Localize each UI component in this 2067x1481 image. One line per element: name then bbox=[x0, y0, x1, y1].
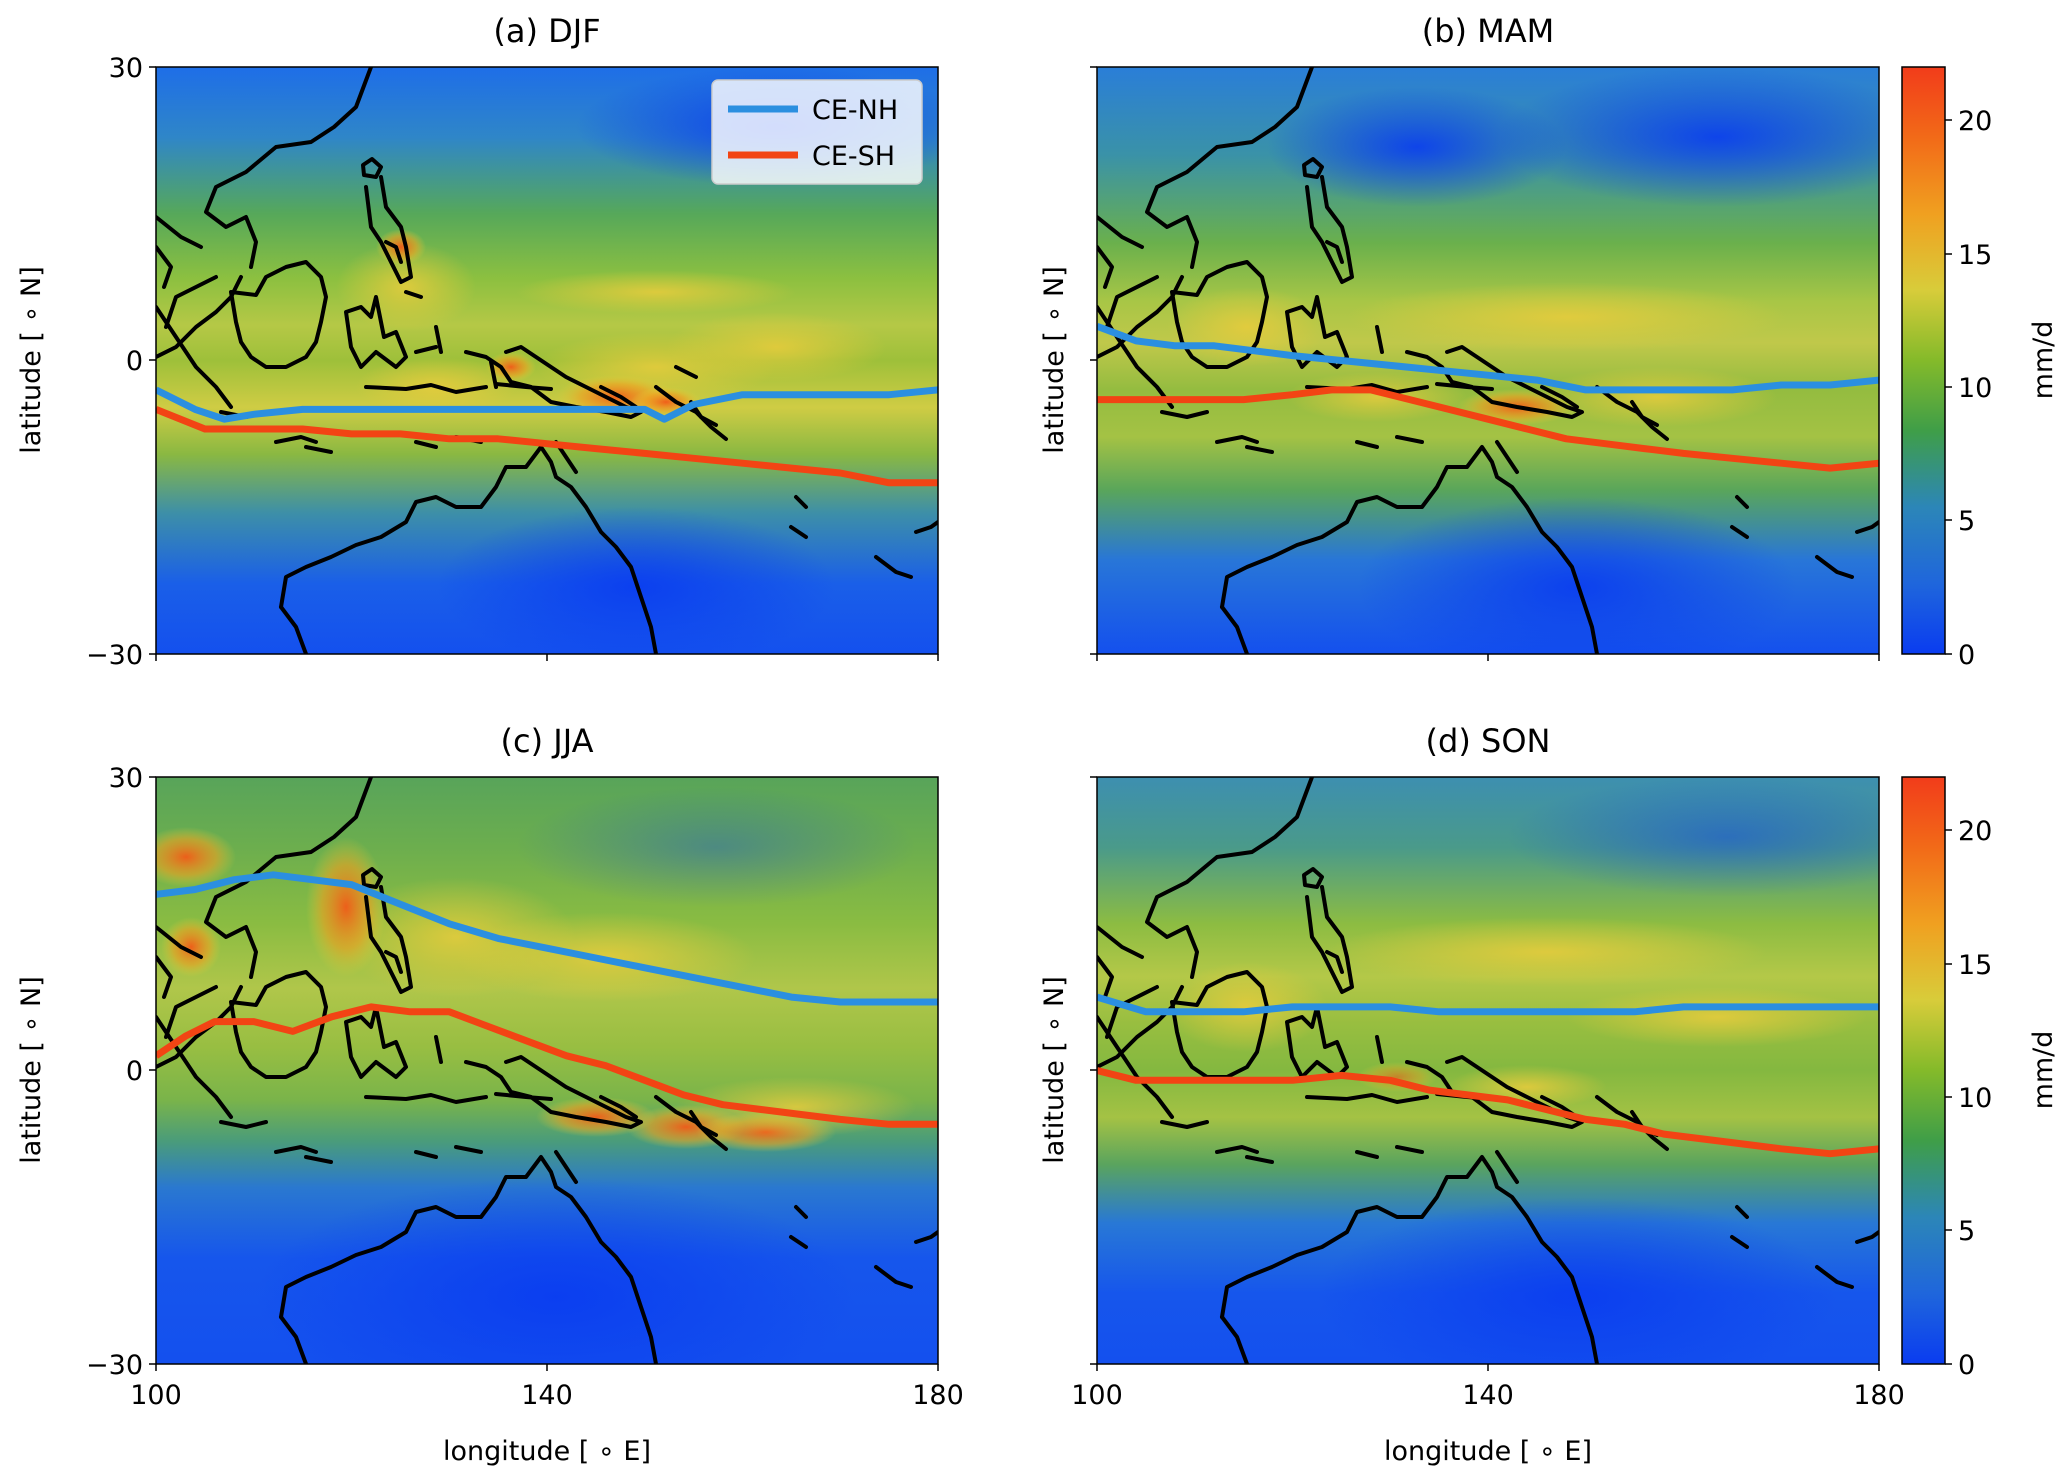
colorbar-tick-label: 15 bbox=[1958, 950, 1992, 981]
panel-title-c: (c) JJA bbox=[501, 722, 594, 760]
y-tick-label: 30 bbox=[109, 53, 143, 84]
y-axis-label: latitude [ ∘ N] bbox=[1039, 976, 1070, 1164]
coastlines-b bbox=[1097, 67, 1879, 654]
colorbar-tick-label: 10 bbox=[1958, 373, 1992, 404]
colorbar-label: mm/d bbox=[2028, 321, 2059, 400]
coastlines-c bbox=[156, 777, 938, 1364]
x-tick-label: 100 bbox=[130, 1380, 182, 1411]
colorbar-top: 0 5 10 15 20 mm/d bbox=[1901, 66, 2059, 671]
colorbar-ramp bbox=[1901, 776, 1946, 1365]
colorbar-bottom: 0 5 10 15 20 mm/d bbox=[1901, 776, 2059, 1381]
y-axis-label: latitude [ ∘ N] bbox=[16, 266, 47, 454]
colorbar-tick-label: 0 bbox=[1958, 1350, 1975, 1381]
colorbar-label: mm/d bbox=[2028, 1031, 2059, 1110]
x-tick-label: 140 bbox=[1462, 1380, 1514, 1411]
map-c bbox=[156, 777, 938, 1364]
x-tick-label: 100 bbox=[1071, 1380, 1123, 1411]
ce-lines-d bbox=[1097, 993, 1879, 1158]
ce-sh-line bbox=[1097, 386, 1879, 472]
y-tick-label: 0 bbox=[126, 1056, 143, 1087]
ce-nh-line bbox=[156, 386, 938, 423]
panel-title-d: (d) SON bbox=[1426, 722, 1551, 760]
ce-lines-c bbox=[156, 871, 938, 1128]
ce-lines-b bbox=[1097, 323, 1879, 472]
colorbar-tick-label: 10 bbox=[1958, 1083, 1992, 1114]
y-axis-label: latitude [ ∘ N] bbox=[1039, 266, 1070, 454]
y-axis-label: latitude [ ∘ N] bbox=[16, 976, 47, 1164]
panel-a: (a) DJF bbox=[16, 12, 939, 671]
ce-lines-a bbox=[156, 386, 938, 487]
ce-sh-line bbox=[1097, 1067, 1879, 1158]
x-axis-d: 100 140 180 longitude [ ∘ E] bbox=[1071, 1364, 1905, 1467]
y-ticks-b: latitude [ ∘ N] bbox=[1039, 66, 1097, 655]
y-axis-c: 30 0 −30 latitude [ ∘ N] bbox=[16, 763, 156, 1381]
y-tick-label: −30 bbox=[86, 1350, 143, 1381]
colorbar-ticks: 0 5 10 15 20 bbox=[1945, 816, 1992, 1381]
colorbar-tick-label: 15 bbox=[1958, 240, 1992, 271]
y-ticks-d: latitude [ ∘ N] bbox=[1039, 776, 1097, 1365]
legend-label-ce-sh: CE-SH bbox=[812, 141, 895, 172]
x-axis-c: 100 140 180 longitude [ ∘ E] bbox=[130, 1364, 964, 1467]
colorbar-tick-label: 5 bbox=[1958, 1216, 1975, 1247]
y-tick-label: 30 bbox=[109, 763, 143, 794]
x-tick-label: 140 bbox=[521, 1380, 573, 1411]
y-tick-label: −30 bbox=[86, 640, 143, 671]
panel-title-b: (b) MAM bbox=[1422, 12, 1555, 50]
ce-nh-line bbox=[1097, 993, 1879, 1016]
ce-sh-line bbox=[156, 1003, 938, 1128]
colorbar-ticks: 0 5 10 15 20 bbox=[1945, 106, 1992, 671]
x-tick-label: 180 bbox=[1853, 1380, 1905, 1411]
ce-nh-line bbox=[156, 871, 938, 1006]
legend-label-ce-nh: CE-NH bbox=[812, 95, 898, 126]
panel-c: (c) JJA bbox=[16, 722, 964, 1467]
colorbar-tick-label: 0 bbox=[1958, 640, 1975, 671]
x-ticks-b bbox=[1096, 654, 1880, 661]
y-tick-label: 0 bbox=[126, 346, 143, 377]
colorbar-tick-label: 20 bbox=[1958, 106, 1992, 137]
x-axis-label: longitude [ ∘ E] bbox=[443, 1436, 651, 1467]
panel-title-a: (a) DJF bbox=[493, 12, 600, 50]
colorbar-tick-label: 20 bbox=[1958, 816, 1992, 847]
x-axis-label: longitude [ ∘ E] bbox=[1384, 1436, 1592, 1467]
y-axis-a: 30 0 −30 latitude [ ∘ N] bbox=[16, 53, 156, 671]
legend: CE-NH CE-SH bbox=[711, 79, 923, 185]
x-tick-label: 180 bbox=[912, 1380, 964, 1411]
map-d bbox=[1097, 777, 1879, 1364]
map-b bbox=[1097, 67, 1879, 654]
colorbar-ramp bbox=[1901, 66, 1946, 655]
coastlines-a bbox=[156, 67, 938, 654]
colorbar-tick-label: 5 bbox=[1958, 506, 1975, 537]
ce-nh-line bbox=[1097, 323, 1879, 394]
panel-b: (b) MAM bbox=[1039, 12, 2059, 671]
panel-d: (d) SON bbox=[1039, 722, 2059, 1467]
x-ticks-a bbox=[155, 654, 939, 661]
ce-sh-line bbox=[156, 406, 938, 487]
